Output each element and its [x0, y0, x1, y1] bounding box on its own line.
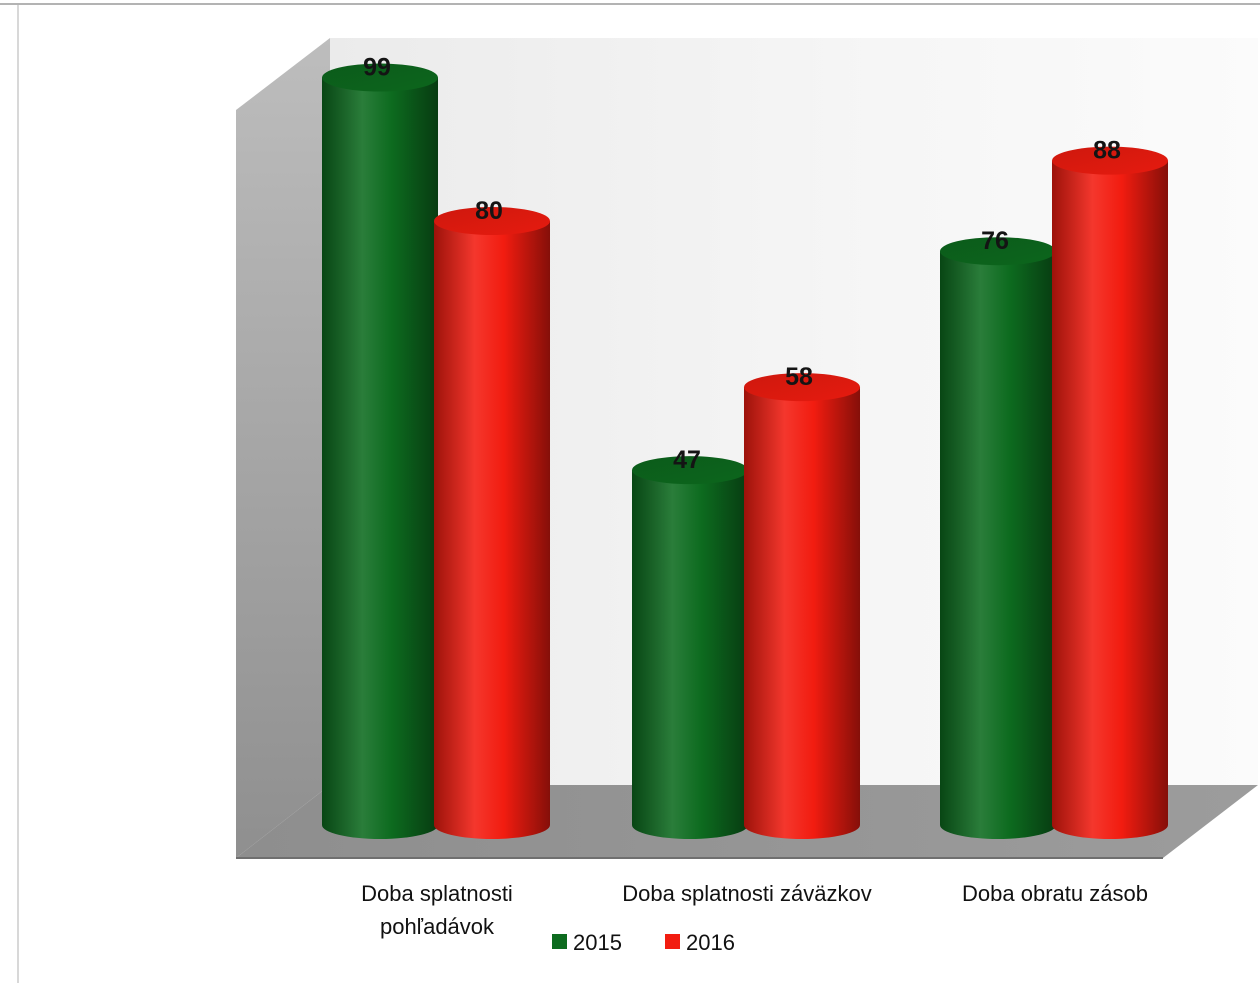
- bar-body: [940, 251, 1056, 839]
- bar-2015-2: [632, 456, 748, 839]
- value-label: 47: [673, 446, 701, 474]
- category-labels-layer: Doba splatnosti pohľadávok Doba splatnosti…: [361, 881, 1148, 939]
- bar-2016-1: [434, 207, 550, 839]
- value-label: 58: [785, 363, 813, 391]
- value-label: 99: [363, 54, 391, 82]
- bar-2015-1: [322, 63, 438, 840]
- bar-body: [322, 77, 438, 840]
- legend-label: 2016: [686, 930, 735, 955]
- legend-label: 2015: [573, 930, 622, 955]
- bar-body: [434, 221, 550, 839]
- bar-body: [744, 387, 860, 839]
- legend-swatch: [665, 934, 680, 949]
- category-label: Doba splatnosti pohľadávok: [361, 881, 513, 939]
- bar-top: [632, 456, 748, 485]
- value-label: 88: [1093, 137, 1121, 165]
- bar-2016-3: [1052, 146, 1168, 840]
- value-labels-layer: 99 80 47 58 76 88: [363, 54, 1121, 475]
- bar-top: [322, 63, 438, 92]
- category-label: Doba obratu zásob: [962, 881, 1148, 906]
- legend: 2015 2016: [552, 930, 735, 955]
- legend-swatch: [552, 934, 567, 949]
- value-label: 76: [981, 227, 1009, 255]
- bar-top: [1052, 146, 1168, 175]
- legend-item-2015: 2015: [552, 930, 622, 955]
- side-wall: [236, 38, 330, 858]
- bar-2015-3: [940, 237, 1056, 839]
- value-label: 80: [475, 197, 503, 225]
- bar-body: [632, 470, 748, 839]
- bar-top: [434, 207, 550, 235]
- legend-item-2016: 2016: [665, 930, 735, 955]
- bar-top: [940, 237, 1056, 266]
- bar-top: [744, 373, 860, 402]
- category-label: Doba splatnosti záväzkov: [622, 881, 871, 906]
- bar-body: [1052, 160, 1168, 840]
- bars-layer: [322, 63, 1168, 840]
- bar-2016-2: [744, 373, 860, 839]
